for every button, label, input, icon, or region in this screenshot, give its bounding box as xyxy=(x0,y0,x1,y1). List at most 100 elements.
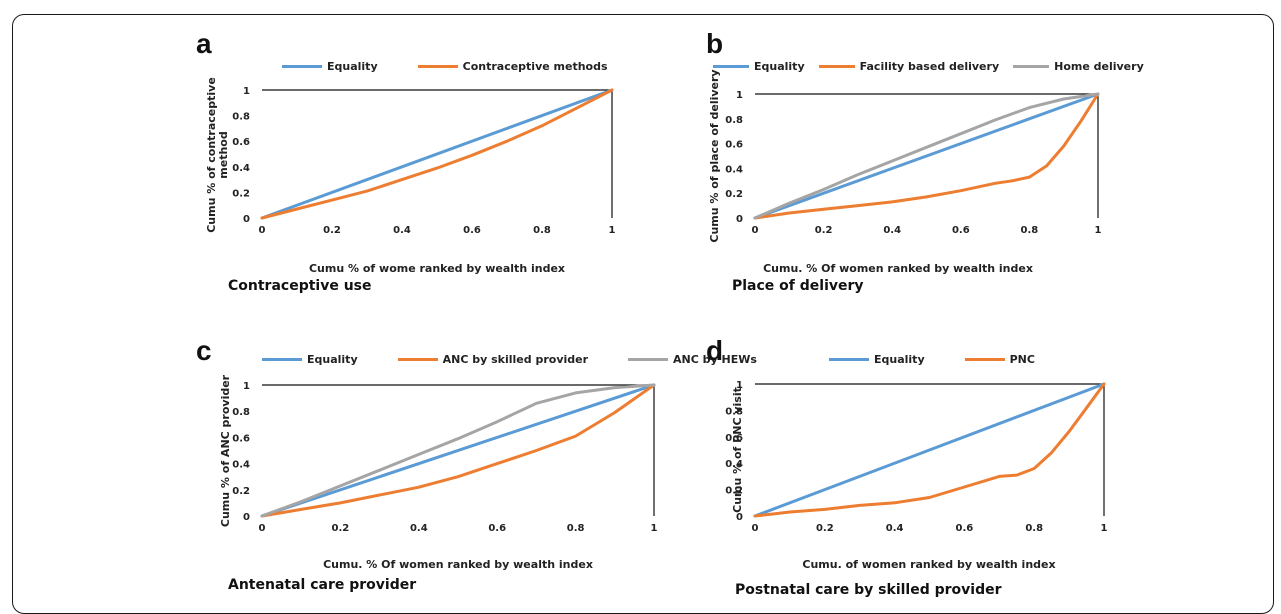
series-line-equality xyxy=(260,383,656,518)
x-axis-label: Cumu. of women ranked by wealth index xyxy=(802,558,1056,571)
legend-swatch xyxy=(262,358,302,361)
legend-item: PNC xyxy=(964,353,1035,366)
x-tick-label: 0.8 xyxy=(1021,225,1039,236)
legend-label: Home delivery xyxy=(1054,60,1144,73)
chart-legend: Equality Contraceptive methods xyxy=(282,60,648,73)
y-axis-label-line: Cumu % of PNC visit xyxy=(731,387,744,513)
panel-letter: a xyxy=(196,28,212,59)
y-tick-label: 0.6 xyxy=(725,140,743,151)
legend-swatch xyxy=(829,358,869,361)
x-tick-label: 1 xyxy=(609,225,616,236)
x-axis-label: Cumu % of wome ranked by wealth index xyxy=(308,262,566,275)
legend-label: Contraceptive methods xyxy=(462,60,608,73)
y-tick-label: 0.2 xyxy=(232,188,250,199)
panel-caption: Contraceptive use xyxy=(228,278,372,294)
y-axis-label: Cumu % of place of delivery xyxy=(708,69,721,243)
legend-label: Equality xyxy=(874,353,925,366)
x-tick-label: 1 xyxy=(651,523,658,534)
y-tick-label: 0.4 xyxy=(232,163,250,174)
panel-letter: d xyxy=(706,335,724,366)
x-tick-label: 0 xyxy=(752,225,759,236)
y-tick-label: 1 xyxy=(736,90,743,101)
panel-letter: b xyxy=(706,28,724,59)
series-line-1 xyxy=(260,383,656,518)
y-tick-label: 0.8 xyxy=(232,407,250,418)
x-tick-label: 1 xyxy=(1095,225,1102,236)
y-tick-label: 0.6 xyxy=(232,137,250,148)
y-tick-label: 0.2 xyxy=(725,486,743,497)
legend-swatch xyxy=(964,358,1005,361)
series-line-equality xyxy=(753,92,1100,220)
y-tick-label: 0 xyxy=(243,214,250,225)
legend-item: Facility based delivery xyxy=(818,60,1000,73)
panel-caption: Antenatal care provider xyxy=(228,577,417,593)
x-axis-label: Cumu. % Of women ranked by wealth index xyxy=(763,262,1033,275)
y-tick-label: 0.2 xyxy=(725,189,743,200)
x-tick-label: 0.4 xyxy=(886,523,904,534)
x-tick-label: 0.4 xyxy=(410,523,428,534)
y-tick-label: 0 xyxy=(736,214,743,225)
legend-swatch xyxy=(713,65,749,68)
y-tick-label: 1 xyxy=(243,381,250,392)
x-tick-label: 0.8 xyxy=(1025,523,1043,534)
y-tick-label: 0.4 xyxy=(232,460,250,471)
y-tick-label: 1 xyxy=(243,86,250,97)
y-tick-label: 0.8 xyxy=(725,115,743,126)
plot-area: 0 0.2 0.4 0.6 0.8 1 0 0.2 0.4 0.6 0.8 1 xyxy=(232,86,616,236)
plot-area: 0 0.2 0.4 0.6 0.8 1 0 0.2 0.4 0.6 0.8 1 xyxy=(232,381,658,534)
legend-item: ANC by skilled provider xyxy=(397,353,588,366)
x-tick-label: 0.4 xyxy=(883,225,901,236)
legend-item: Equality xyxy=(262,353,358,366)
panel-caption: Place of delivery xyxy=(732,278,864,294)
x-tick-label: 0.2 xyxy=(816,523,834,534)
series-line-equality xyxy=(753,382,1106,518)
chart-legend: Equality PNC xyxy=(829,353,1075,366)
x-tick-label: 0.8 xyxy=(533,225,551,236)
x-tick-label: 0.2 xyxy=(323,225,341,236)
legend-label: Equality xyxy=(307,353,358,366)
x-tick-label: 0.4 xyxy=(393,225,411,236)
legend-item: Equality xyxy=(282,60,378,73)
y-axis-label-line: Cumu % of ANC provider xyxy=(219,374,232,528)
x-tick-label: 0.6 xyxy=(488,523,506,534)
y-tick-label: 0.8 xyxy=(232,112,250,123)
x-tick-label: 0.6 xyxy=(956,523,974,534)
legend-item: Home delivery xyxy=(1013,60,1144,73)
series-line-1 xyxy=(753,92,1100,220)
y-axis-label-line: Cumu % of place of delivery xyxy=(708,69,721,243)
legend-swatch xyxy=(818,65,855,68)
legend-swatch xyxy=(397,358,438,361)
x-tick-label: 0.6 xyxy=(463,225,481,236)
series-line-2 xyxy=(753,92,1100,220)
plot-area: 0 0.2 0.4 0.6 0.8 1 0 0.2 0.4 0.6 0.8 1 xyxy=(725,90,1102,236)
x-tick-label: 0.6 xyxy=(952,225,970,236)
y-tick-label: 0.8 xyxy=(725,406,743,417)
y-tick-label: 1 xyxy=(736,380,743,391)
legend-item: ANC by HEWs xyxy=(628,353,757,366)
legend-label: Equality xyxy=(754,60,805,73)
legend-swatch xyxy=(1013,65,1050,68)
chart-legend: Equality ANC by skilled provider ANC by HE… xyxy=(262,353,797,366)
y-tick-label: 0.6 xyxy=(725,433,743,444)
y-axis-label-line: method xyxy=(217,131,230,179)
y-tick-label: 0 xyxy=(243,512,250,523)
series-line-1 xyxy=(753,382,1106,518)
legend-swatch xyxy=(417,65,458,68)
legend-label: Equality xyxy=(327,60,378,73)
x-tick-label: 0 xyxy=(752,523,759,534)
y-tick-label: 0.6 xyxy=(232,433,250,444)
x-tick-label: 0 xyxy=(259,225,266,236)
legend-item: Contraceptive methods xyxy=(417,60,608,73)
y-tick-label: 0.2 xyxy=(232,486,250,497)
legend-label: Facility based delivery xyxy=(859,60,1000,73)
legend-swatch xyxy=(282,65,322,68)
y-tick-label: 0.4 xyxy=(725,459,743,470)
y-axis-label: Cumu % of contraceptive method xyxy=(205,77,230,233)
chart-legend: Equality Facility based delivery Home deli… xyxy=(713,60,1158,73)
plot-area: 0 0.2 0.4 0.6 0.8 1 0 0.2 0.4 0.6 0.8 1 xyxy=(725,380,1107,534)
legend-swatch xyxy=(628,358,669,361)
legend-item: Equality xyxy=(713,60,805,73)
legend-label: ANC by HEWs xyxy=(673,353,757,366)
series-line-equality xyxy=(260,88,614,220)
legend-label: PNC xyxy=(1009,353,1035,366)
